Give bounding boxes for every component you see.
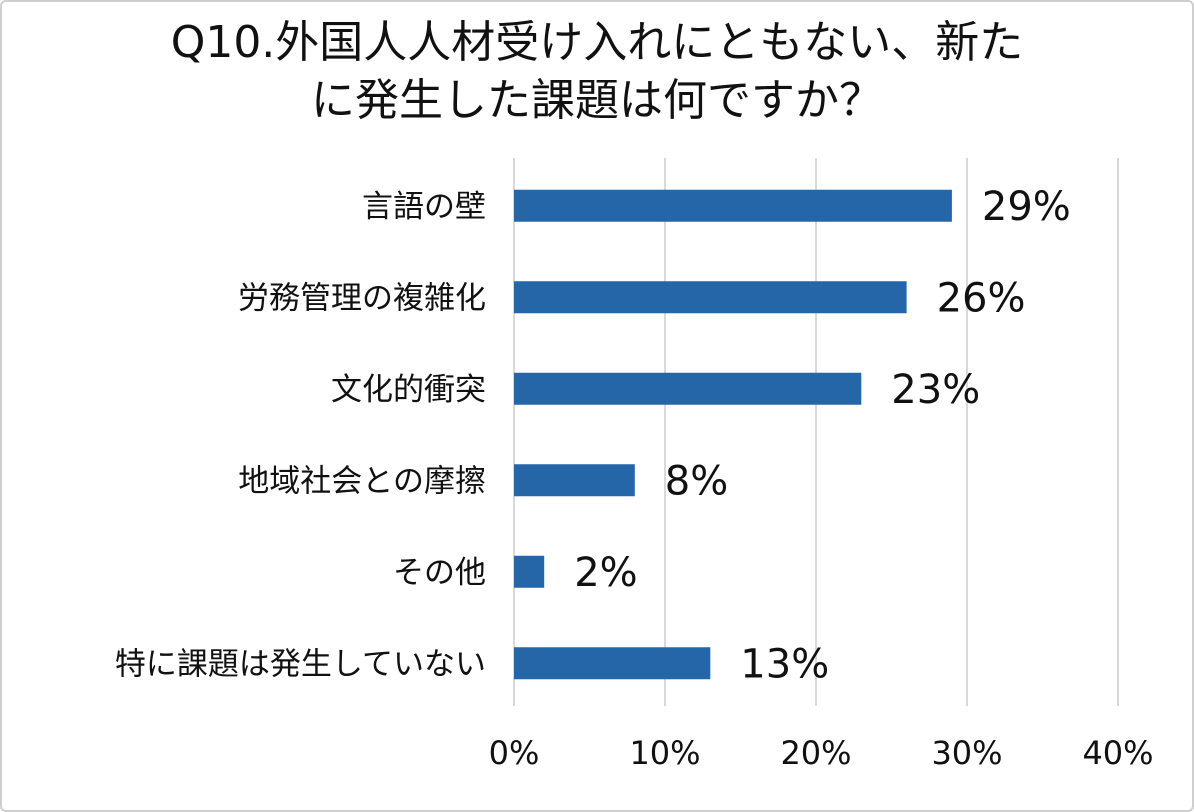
x-axis-tick-labels: 0% 10% 20% 30% 40% xyxy=(489,734,1154,772)
category-label: 労務管理の複雑化 xyxy=(238,280,486,316)
chart-title-line-2: に発生した課題は何ですか？ xyxy=(311,75,883,126)
category-label: 地域社会との摩擦 xyxy=(238,463,486,499)
data-labels: 29% 26% 23% 8% 2% 13% xyxy=(574,184,1071,688)
category-label: 特に課題は発生していない xyxy=(115,646,486,682)
x-tick-label: 20% xyxy=(780,734,851,772)
category-label: 言語の壁 xyxy=(362,189,486,225)
bar xyxy=(514,555,545,588)
x-tick-label: 40% xyxy=(1082,734,1153,772)
grid-lines xyxy=(513,158,1119,706)
x-tick-label: 10% xyxy=(629,734,700,772)
bar xyxy=(514,372,862,405)
bar xyxy=(514,647,711,680)
chart-title: Q10.外国人人材受け入れにともない、新た に発生した課題は何ですか？ xyxy=(0,14,1194,130)
bar xyxy=(514,464,635,497)
x-tick-label: 0% xyxy=(489,734,540,772)
bar xyxy=(514,281,907,314)
data-label: 13% xyxy=(740,641,829,687)
bars xyxy=(514,189,952,680)
x-tick-label: 30% xyxy=(931,734,1002,772)
category-label: 文化的衝突 xyxy=(331,372,486,408)
data-label: 23% xyxy=(891,367,980,413)
data-label: 2% xyxy=(574,550,637,596)
data-label: 8% xyxy=(665,458,728,504)
category-label: その他 xyxy=(393,555,486,591)
data-label: 29% xyxy=(982,184,1071,230)
chart-title-line-1: Q10.外国人人材受け入れにともない、新た xyxy=(170,17,1024,68)
data-label: 26% xyxy=(937,275,1026,321)
bar xyxy=(514,189,952,222)
